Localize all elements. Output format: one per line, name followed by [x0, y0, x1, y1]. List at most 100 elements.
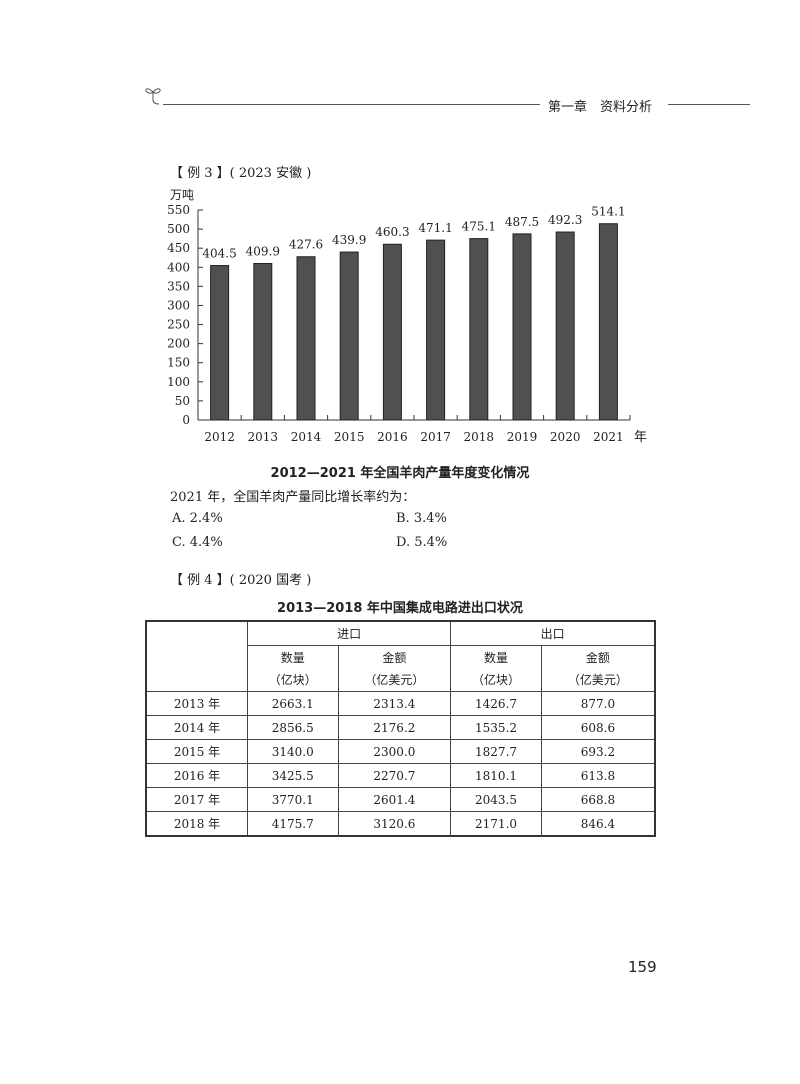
x-axis-unit: 年 [634, 430, 647, 445]
table-row: 2017 年 3770.1 2601.4 2043.5 668.8 [145, 787, 656, 812]
data-label: 427.6 [289, 238, 323, 252]
table-cell: 2663.1 [247, 691, 339, 716]
table-cell: 2601.4 [337, 787, 452, 812]
group-header: 进口 [246, 620, 452, 646]
subheader-unit: （亿美元） [567, 672, 628, 687]
x-tick-label: 2021 [593, 430, 624, 444]
bar [210, 265, 230, 421]
table-cell: 668.8 [540, 787, 656, 812]
header-rule [163, 104, 540, 105]
data-label: 487.5 [505, 215, 539, 229]
table-row: 2013 年 2663.1 2313.4 1426.7 877.0 [145, 691, 656, 716]
table-cell: 1827.7 [450, 739, 542, 764]
table-cell: 3140.0 [247, 739, 339, 764]
bar [339, 251, 359, 421]
subheader-unit: （亿块） [268, 672, 317, 687]
bar [598, 223, 618, 421]
bar [426, 239, 446, 421]
y-tick-label: 400 [167, 260, 190, 274]
table-cell: 3120.6 [337, 811, 452, 837]
table-subheader-row: 数量 （亿块） 金额 （亿美元） 数量 （亿块） 金额 （亿美元） [146, 645, 656, 692]
data-label: 439.9 [332, 233, 366, 247]
corner-cell [145, 620, 248, 692]
x-tick-label: 2013 [248, 430, 279, 444]
table-row: 2018 年 4175.7 3120.6 2171.0 846.4 [145, 811, 656, 837]
row-header: 2017 年 [145, 787, 248, 812]
table-row: 2014 年 2856.5 2176.2 1535.2 608.6 [145, 715, 656, 740]
data-label: 475.1 [462, 220, 496, 234]
row-header: 2013 年 [145, 691, 248, 716]
y-tick-label: 200 [167, 337, 190, 351]
table-cell: 3425.5 [247, 763, 339, 788]
x-tick-label: 2016 [377, 430, 408, 444]
row-header: 2016 年 [145, 763, 248, 788]
option-d[interactable]: D. 5.4% [396, 535, 448, 550]
data-table: 进口 出口 数量 （亿块） 金额 （亿美元） 数量 （亿块） 金额 （亿美元） 2013… [145, 620, 656, 837]
data-label: 460.3 [375, 225, 409, 239]
option-c[interactable]: C. 4.4% [172, 535, 223, 550]
x-tick-label: 2018 [464, 430, 495, 444]
sprout-icon [145, 88, 161, 105]
x-tick-label: 2014 [291, 430, 322, 444]
y-tick-label: 550 [167, 203, 190, 217]
y-tick-label: 150 [167, 356, 190, 370]
table-cell: 3770.1 [247, 787, 339, 812]
y-tick-label: 100 [167, 375, 190, 389]
y-tick-label: 300 [167, 298, 190, 312]
y-tick-label: 50 [175, 394, 190, 408]
table-cell: 693.2 [540, 739, 656, 764]
table-cell: 613.8 [540, 763, 656, 788]
x-tick-label: 2020 [550, 430, 581, 444]
table-cell: 2171.0 [450, 811, 542, 837]
x-tick-label: 2019 [507, 430, 538, 444]
subheader-unit: （亿块） [472, 672, 521, 687]
option-b[interactable]: B. 3.4% [396, 511, 447, 526]
table-cell: 2300.0 [337, 739, 452, 764]
table-cell: 608.6 [540, 715, 656, 740]
table-title: 2013—2018 年中国集成电路进出口状况 [277, 601, 523, 616]
bar [512, 233, 532, 421]
chart-caption: 2012—2021 年全国羊肉产量年度变化情况 [270, 466, 530, 481]
bar [253, 262, 273, 421]
data-label: 492.3 [548, 213, 582, 227]
table-cell: 2176.2 [337, 715, 452, 740]
table-cell: 2270.7 [337, 763, 452, 788]
table-cell: 846.4 [540, 811, 656, 837]
question-text: 2021 年，全国羊肉产量同比增长率约为： [170, 490, 416, 505]
y-tick-label: 500 [167, 222, 190, 236]
row-header: 2015 年 [145, 739, 248, 764]
bar [469, 238, 489, 421]
subheader-label: 数量 [484, 650, 509, 665]
y-axis-unit: 万吨 [170, 188, 195, 202]
table-cell: 877.0 [540, 691, 656, 716]
table-cell: 1810.1 [450, 763, 542, 788]
y-tick-label: 450 [167, 241, 190, 255]
subheader-label: 数量 [280, 650, 305, 665]
table-cell: 1426.7 [450, 691, 542, 716]
data-label: 471.1 [418, 221, 452, 235]
bar-chart: 0 50 100 150 200 250 300 350 400 450 500 550 404.5 20… [167, 203, 647, 445]
chapter-title: 第一章 资料分析 [548, 100, 653, 115]
data-label: 404.5 [202, 247, 236, 261]
example-3-label: 【 例 3 】( 2023 安徽 ) [170, 166, 312, 181]
row-header: 2014 年 [145, 715, 248, 740]
subheader-unit: （亿美元） [364, 672, 425, 687]
subheader-label: 金额 [382, 650, 407, 665]
table-header-row: 进口 出口 [145, 620, 656, 692]
subheader: 金额 （亿美元） [540, 645, 656, 692]
row-header: 2018 年 [145, 811, 248, 837]
table-row: 2016 年 3425.5 2270.7 1810.1 613.8 [145, 763, 656, 788]
header-rule [668, 104, 750, 105]
table-cell: 1535.2 [450, 715, 542, 740]
option-a[interactable]: A. 2.4% [172, 511, 223, 526]
y-tick-label: 350 [167, 279, 190, 293]
data-label: 409.9 [246, 244, 280, 258]
group-header: 出口 [450, 620, 656, 646]
subheader-label: 金额 [585, 650, 610, 665]
bar [382, 243, 402, 421]
x-tick-label: 2012 [204, 430, 235, 444]
x-tick-label: 2015 [334, 430, 365, 444]
bar [555, 231, 575, 421]
bar [296, 256, 316, 421]
